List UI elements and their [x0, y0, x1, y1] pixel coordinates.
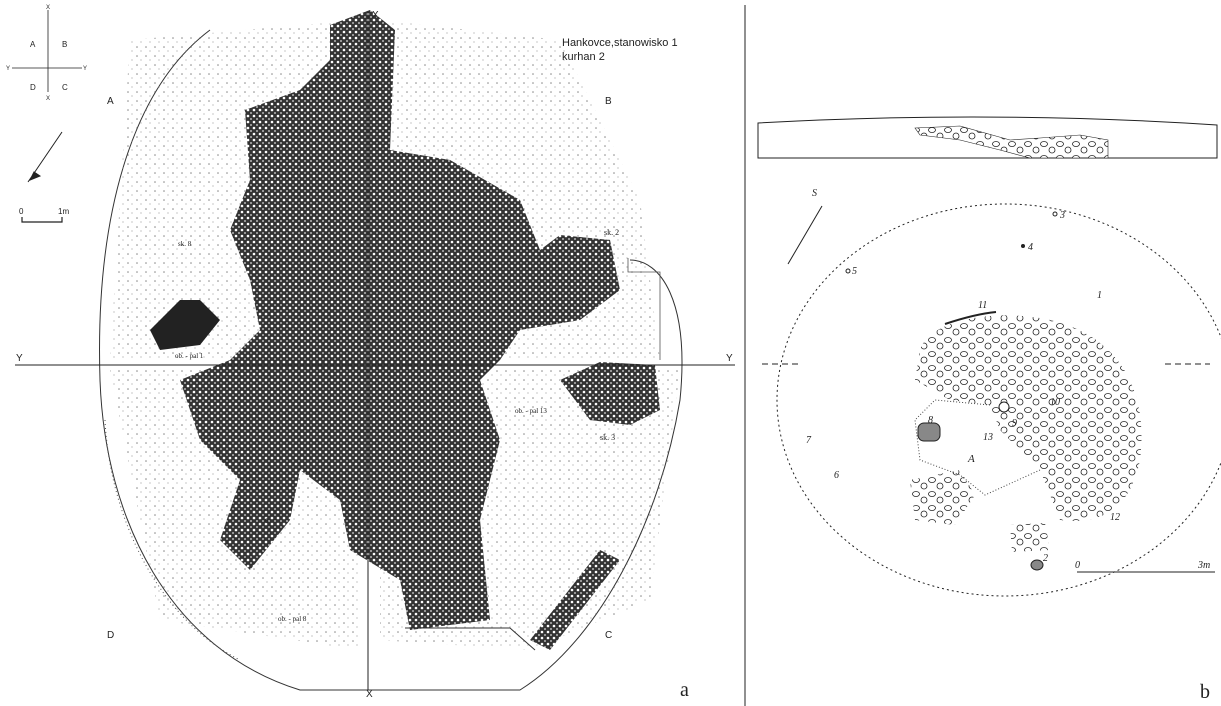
- axis-label: Y: [726, 353, 733, 364]
- scale-bar: [21, 217, 63, 223]
- find-label: 1: [1097, 290, 1102, 301]
- quadrant-label: A: [107, 96, 114, 107]
- quadrant-label: D: [107, 630, 114, 641]
- feature-label: sk. 2: [604, 228, 619, 237]
- scale-label: 0: [1075, 560, 1080, 571]
- find-5: [845, 268, 851, 274]
- stone-cluster: [910, 470, 975, 525]
- area-outline: [914, 399, 1041, 496]
- area-label: A: [967, 453, 975, 465]
- key-label: X: [46, 96, 50, 102]
- key-label: Y: [6, 66, 10, 72]
- mound-outline-dotted: [104, 419, 241, 661]
- stone-cluster: [1010, 523, 1050, 552]
- edge-line: [627, 258, 661, 360]
- find-label: 5: [852, 266, 857, 277]
- find-4: [1021, 244, 1025, 248]
- find-3: [1052, 211, 1058, 217]
- title: Hankovce,stanowisko 1: [562, 37, 678, 49]
- key-label: A: [30, 40, 36, 49]
- profile: [757, 116, 1218, 159]
- stone-cover: [180, 10, 620, 630]
- stone-strip: [530, 550, 620, 650]
- find-label: 2: [1043, 553, 1048, 564]
- find-label: 13: [983, 432, 993, 443]
- find-label: 10: [1050, 397, 1060, 408]
- feature-label: sk. 8: [178, 240, 192, 248]
- dark-patch: [150, 300, 220, 350]
- axis-label: Y: [16, 353, 23, 364]
- scale-label: 3m: [1197, 560, 1210, 571]
- key-label: B: [62, 40, 67, 49]
- scale-label: 0: [19, 207, 24, 216]
- edge-line: [405, 627, 536, 651]
- panel-b: S 3 4 5 1 11 10 8 13 9 7 6 12 2 A 0 3m b: [757, 116, 1221, 703]
- feature-label: sk. 3: [600, 433, 615, 442]
- feature-label: 6: [265, 517, 269, 525]
- panel-letter: a: [680, 679, 689, 701]
- north-label: S: [812, 188, 817, 199]
- mound-outline: [776, 203, 1221, 597]
- find-label: 7: [806, 435, 812, 446]
- find-8: [917, 422, 941, 442]
- mound-outline: [99, 29, 683, 691]
- key-label: X: [46, 5, 50, 11]
- key-label: D: [30, 83, 36, 92]
- find-label: 8: [928, 415, 933, 426]
- find-label: 11: [978, 300, 987, 311]
- find-2: [1030, 559, 1044, 571]
- panel-letter: b: [1200, 681, 1210, 703]
- axis-label: X: [372, 10, 379, 21]
- find-label: 6: [834, 470, 839, 481]
- axis-label: X: [366, 689, 373, 700]
- subtitle: kurhan 2: [562, 51, 605, 63]
- stone-ring: [915, 315, 1142, 521]
- stone-cover-sk3: [560, 362, 660, 425]
- find-10: [998, 401, 1010, 413]
- quadrant-label: C: [605, 630, 612, 641]
- key-label: C: [62, 83, 68, 92]
- feature-label: ob. - pal 13: [515, 407, 547, 415]
- feature-label: ob. - pal 1: [175, 352, 204, 360]
- find-label: 9: [1012, 418, 1017, 429]
- find-11: [944, 311, 997, 325]
- find-label: 12: [1110, 512, 1120, 523]
- north-arrow: [27, 131, 63, 183]
- key-label: Y: [83, 66, 87, 72]
- north-arrow: [787, 205, 823, 265]
- find-label: 4: [1028, 242, 1033, 253]
- find-label: 3: [1059, 210, 1065, 221]
- quadrant-label: B: [605, 96, 612, 107]
- feature-label: ob. - pal 8: [278, 615, 307, 623]
- panel-a: X X Y Y Hankovce,stanowisko 1 kurhan 2 A…: [6, 5, 735, 701]
- scale-label: 1m: [58, 207, 69, 216]
- profile-stones: [914, 125, 1109, 159]
